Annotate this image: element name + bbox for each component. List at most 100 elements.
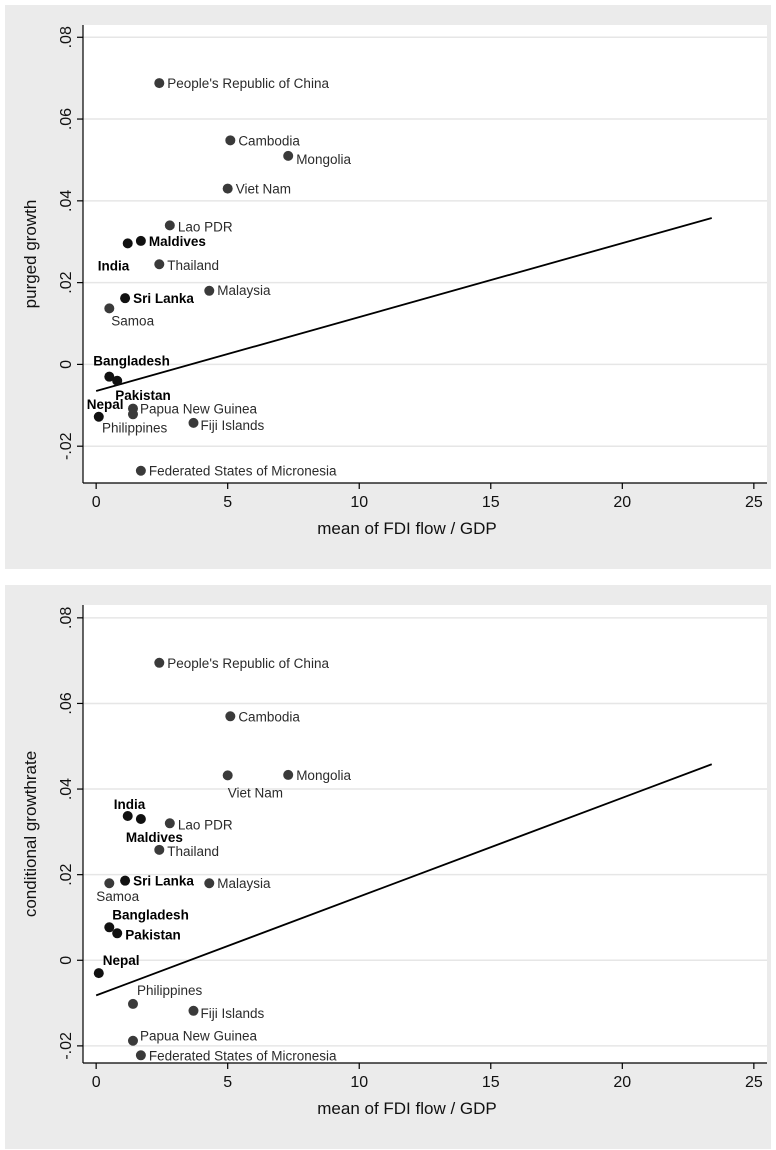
chart-panel-conditional-growthrate: -.02 0 .02 .04 .06 .08 0 5 10 15 20 25 mean of FDI f… bbox=[5, 585, 771, 1149]
y-tick-label: 0 bbox=[58, 956, 75, 965]
plot-area bbox=[83, 25, 767, 483]
point-label-lao-pdr: Lao PDR bbox=[178, 219, 233, 234]
point-thailand bbox=[154, 259, 165, 270]
point-fiji-islands bbox=[188, 1005, 199, 1016]
scatter-chart-conditional-growthrate: -.02 0 .02 .04 .06 .08 0 5 10 15 20 25 mean of FDI f… bbox=[21, 605, 767, 1118]
point-label-india: India bbox=[114, 797, 146, 812]
x-tick-label: 20 bbox=[613, 494, 631, 511]
scatter-chart-purged-growth: -.02 0 .02 .04 .06 .08 0 5 10 15 20 25 mean of FDI f… bbox=[21, 25, 767, 538]
point-label-malaysia: Malaysia bbox=[217, 876, 271, 891]
y-tick-label: -.02 bbox=[58, 432, 75, 460]
y-tick-label: .08 bbox=[58, 26, 75, 48]
point-label-maldives: Maldives bbox=[149, 234, 206, 249]
point-bangladesh bbox=[104, 922, 115, 933]
point-label-maldives: Maldives bbox=[126, 830, 183, 845]
x-tick-label: 10 bbox=[350, 494, 368, 511]
point-label-mongolia: Mongolia bbox=[296, 152, 351, 167]
y-tick-label: .06 bbox=[58, 692, 75, 714]
x-tick-label: 25 bbox=[745, 1074, 763, 1091]
y-tick-label: .04 bbox=[58, 778, 75, 800]
point-label-sri-lanka: Sri Lanka bbox=[133, 291, 194, 306]
point-sri-lanka bbox=[120, 875, 131, 886]
y-tick-label: .04 bbox=[58, 190, 75, 212]
point-india bbox=[122, 811, 133, 822]
point-maldives bbox=[135, 235, 146, 246]
y-tick-label: .02 bbox=[58, 271, 75, 293]
plot-area bbox=[83, 605, 767, 1063]
x-tick-label: 5 bbox=[223, 1074, 232, 1091]
point-label-malaysia: Malaysia bbox=[217, 283, 271, 298]
point-pakistan bbox=[112, 928, 123, 939]
x-tick-label: 20 bbox=[613, 1074, 631, 1091]
point-label-fiji-islands: Fiji Islands bbox=[200, 1006, 264, 1021]
x-tick-label: 25 bbox=[745, 494, 763, 511]
point-people-s-republic-of-china bbox=[154, 78, 165, 89]
point-label-mongolia: Mongolia bbox=[296, 768, 351, 783]
point-malaysia bbox=[204, 285, 215, 296]
point-label-viet-nam: Viet Nam bbox=[228, 785, 283, 800]
x-tick-label: 0 bbox=[92, 494, 101, 511]
point-sri-lanka bbox=[120, 293, 131, 304]
point-federated-states-of-micronesia bbox=[135, 1050, 146, 1061]
point-label-samoa: Samoa bbox=[96, 889, 139, 904]
fitted-line bbox=[95, 217, 712, 392]
point-cambodia bbox=[225, 711, 236, 722]
y-axis-title: purged growth bbox=[21, 200, 40, 309]
y-tick-label: .06 bbox=[58, 108, 75, 130]
point-mongolia bbox=[283, 150, 294, 161]
y-tick-label: .08 bbox=[58, 607, 75, 629]
point-label-nepal: Nepal bbox=[87, 397, 124, 412]
point-label-thailand: Thailand bbox=[167, 844, 219, 859]
point-philippines bbox=[127, 409, 138, 420]
point-label-viet-nam: Viet Nam bbox=[236, 182, 291, 197]
x-tick-label: 15 bbox=[482, 1074, 500, 1091]
point-label-samoa: Samoa bbox=[111, 313, 154, 328]
point-bangladesh bbox=[104, 371, 115, 382]
point-nepal bbox=[93, 968, 104, 979]
point-label-fiji-islands: Fiji Islands bbox=[200, 418, 264, 433]
point-label-bangladesh: Bangladesh bbox=[93, 354, 170, 369]
x-tick-label: 5 bbox=[223, 494, 232, 511]
point-maldives bbox=[135, 814, 146, 825]
point-india bbox=[122, 238, 133, 249]
point-label-nepal: Nepal bbox=[103, 953, 140, 968]
point-label-cambodia: Cambodia bbox=[238, 709, 300, 724]
point-fiji-islands bbox=[188, 417, 199, 428]
point-label-bangladesh: Bangladesh bbox=[112, 907, 189, 922]
x-tick-label: 15 bbox=[482, 494, 500, 511]
point-label-people-s-republic-of-china: People's Republic of China bbox=[167, 656, 329, 671]
point-label-india: India bbox=[98, 258, 130, 273]
point-lao-pdr bbox=[164, 818, 175, 829]
point-label-sri-lanka: Sri Lanka bbox=[133, 874, 194, 889]
point-samoa bbox=[104, 303, 115, 314]
y-tick-label: -.02 bbox=[58, 1032, 75, 1060]
y-axis-title: conditional growthrate bbox=[21, 751, 40, 917]
point-label-lao-pdr: Lao PDR bbox=[178, 817, 233, 832]
point-samoa bbox=[104, 878, 115, 889]
chart-panel-purged-growth: -.02 0 .02 .04 .06 .08 0 5 10 15 20 25 mean of FDI f… bbox=[5, 5, 771, 569]
point-label-federated-states-of-micronesia: Federated States of Micronesia bbox=[149, 464, 337, 479]
y-tick-label: .02 bbox=[58, 863, 75, 885]
point-people-s-republic-of-china bbox=[154, 657, 165, 668]
point-viet-nam bbox=[222, 770, 233, 781]
point-philippines bbox=[127, 998, 138, 1009]
point-label-pakistan: Pakistan bbox=[125, 927, 181, 942]
y-tick-label: 0 bbox=[58, 360, 75, 369]
point-malaysia bbox=[204, 878, 215, 889]
x-axis-title: mean of FDI flow / GDP bbox=[317, 519, 497, 538]
point-cambodia bbox=[225, 135, 236, 146]
point-mongolia bbox=[283, 769, 294, 780]
fitted-line bbox=[95, 763, 713, 997]
point-label-papua-new-guinea: Papua New Guinea bbox=[140, 402, 258, 417]
x-tick-label: 0 bbox=[92, 1074, 101, 1091]
point-label-pakistan: Pakistan bbox=[115, 388, 171, 403]
point-papua-new-guinea bbox=[127, 1035, 138, 1046]
point-pakistan bbox=[112, 375, 123, 386]
point-thailand bbox=[154, 844, 165, 855]
point-label-papua-new-guinea: Papua New Guinea bbox=[140, 1029, 258, 1044]
x-axis-title: mean of FDI flow / GDP bbox=[317, 1099, 497, 1118]
x-tick-label: 10 bbox=[350, 1074, 368, 1091]
point-federated-states-of-micronesia bbox=[135, 465, 146, 476]
point-label-federated-states-of-micronesia: Federated States of Micronesia bbox=[149, 1048, 337, 1063]
point-label-philippines: Philippines bbox=[102, 420, 168, 435]
